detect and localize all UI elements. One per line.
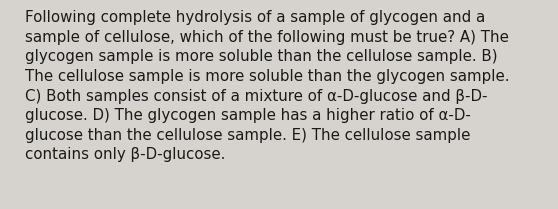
Text: Following complete hydrolysis of a sample of glycogen and a
sample of cellulose,: Following complete hydrolysis of a sampl… [25, 10, 509, 162]
